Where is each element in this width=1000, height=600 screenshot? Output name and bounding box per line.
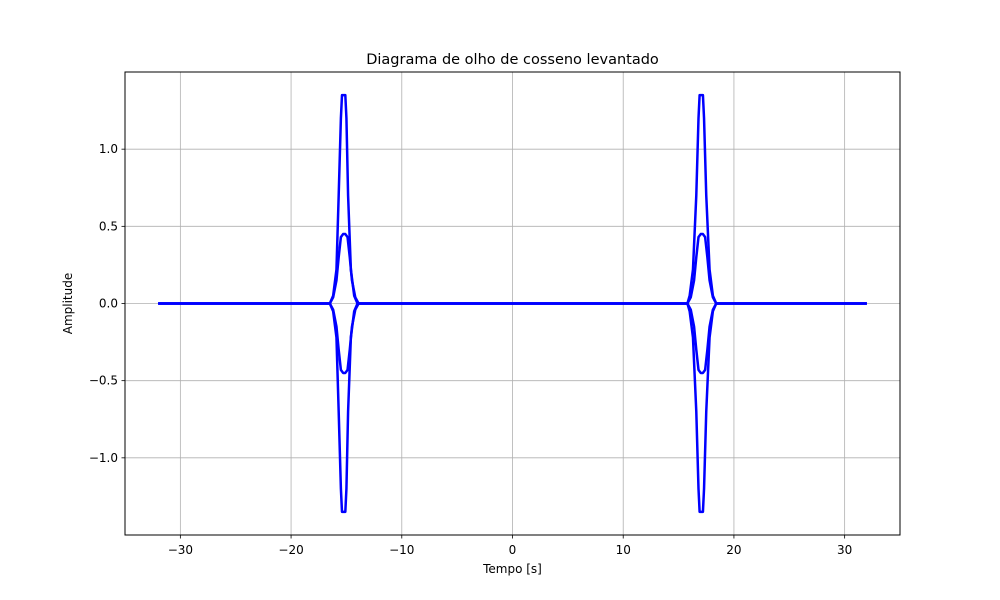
x-tick-label: −30 bbox=[168, 543, 193, 557]
axis-ticks: −30 −20 −10 0 10 20 30 −1.0 −0.5 0.0 0.5 1.0 bbox=[89, 142, 852, 557]
x-tick-label: −20 bbox=[278, 543, 303, 557]
y-tick-label: 1.0 bbox=[99, 142, 118, 156]
x-tick-label: 0 bbox=[509, 543, 517, 557]
x-tick-label: 30 bbox=[837, 543, 852, 557]
y-tick-label: 0.0 bbox=[99, 297, 118, 311]
x-tick-label: 20 bbox=[726, 543, 741, 557]
x-tick-label: 10 bbox=[616, 543, 631, 557]
y-axis-title: Amplitude bbox=[61, 273, 75, 335]
x-axis-title: Tempo [s] bbox=[482, 562, 542, 576]
x-tick-label: −10 bbox=[389, 543, 414, 557]
chart-title: Diagrama de olho de cosseno levantado bbox=[366, 52, 659, 68]
y-tick-label: 0.5 bbox=[99, 219, 118, 233]
plot-lines bbox=[158, 93, 867, 514]
series-line-4 bbox=[158, 302, 867, 375]
y-tick-label: −0.5 bbox=[89, 374, 118, 388]
y-tick-label: −1.0 bbox=[89, 451, 118, 465]
